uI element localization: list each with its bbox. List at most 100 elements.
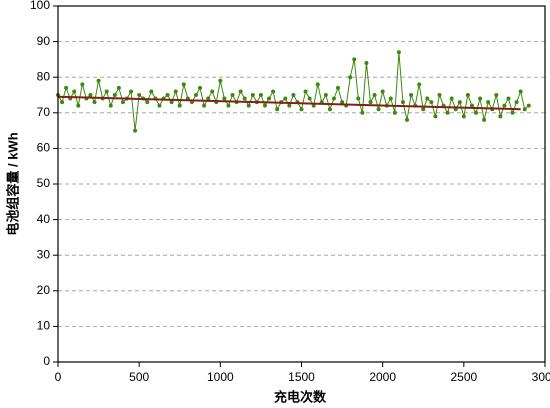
marker: [437, 93, 442, 97]
y-axis-label: 电池组容量 / kWh: [5, 132, 20, 235]
marker: [396, 50, 401, 55]
marker: [469, 103, 474, 108]
marker: [299, 107, 304, 112]
marker: [449, 96, 454, 101]
marker: [291, 93, 296, 97]
marker: [510, 110, 515, 115]
marker: [352, 57, 357, 62]
marker: [502, 103, 507, 108]
marker: [262, 103, 267, 108]
marker: [173, 89, 178, 94]
marker: [60, 100, 65, 105]
marker: [88, 93, 93, 97]
marker: [331, 96, 336, 101]
marker: [368, 100, 373, 105]
marker: [181, 82, 186, 87]
x-tick-label: 1000: [207, 370, 234, 384]
marker: [388, 96, 393, 101]
marker: [242, 96, 247, 101]
marker: [206, 96, 211, 101]
marker: [433, 114, 438, 119]
marker: [405, 117, 410, 122]
marker: [96, 78, 101, 83]
marker: [327, 107, 332, 112]
y-tick-label: 40: [37, 212, 51, 226]
x-tick-label: 2500: [450, 370, 477, 384]
marker: [165, 93, 170, 97]
marker: [230, 93, 235, 97]
marker: [425, 96, 430, 101]
marker: [514, 100, 519, 105]
marker: [120, 100, 125, 105]
y-tick-label: 30: [37, 247, 51, 261]
marker: [283, 96, 288, 101]
plot-frame: [57, 5, 546, 363]
y-tick-label: 90: [37, 34, 51, 48]
marker: [372, 93, 377, 97]
marker: [336, 85, 341, 90]
marker: [356, 96, 361, 101]
marker: [478, 96, 483, 101]
marker: [307, 96, 312, 101]
marker: [157, 103, 162, 108]
marker: [218, 78, 223, 83]
marker: [506, 96, 511, 101]
marker: [275, 107, 280, 112]
marker: [482, 117, 487, 122]
marker: [116, 85, 121, 90]
marker: [461, 114, 466, 119]
y-tick-label: 10: [37, 319, 51, 333]
marker: [465, 93, 470, 97]
x-tick-label: 0: [55, 370, 62, 384]
marker: [258, 93, 263, 97]
marker: [429, 100, 434, 105]
marker: [518, 89, 523, 94]
marker: [340, 100, 345, 105]
marker: [526, 103, 531, 108]
marker: [417, 82, 422, 87]
marker: [303, 89, 308, 94]
marker: [226, 103, 231, 108]
y-tick-label: 80: [37, 69, 51, 83]
marker: [267, 96, 272, 101]
x-tick-label: 3000: [532, 370, 550, 384]
series-line: [57, 95, 521, 111]
marker: [129, 89, 134, 94]
marker: [400, 100, 405, 105]
marker: [72, 89, 77, 94]
marker: [486, 100, 491, 105]
marker: [376, 107, 381, 112]
marker: [348, 75, 353, 80]
marker: [457, 100, 462, 105]
marker: [92, 100, 97, 105]
marker: [246, 103, 251, 108]
marker: [392, 110, 397, 115]
marker: [222, 96, 227, 101]
marker: [145, 100, 150, 105]
marker: [445, 110, 450, 115]
marker: [193, 93, 198, 97]
x-tick-label: 2000: [369, 370, 396, 384]
marker: [104, 89, 109, 94]
marker: [287, 103, 292, 108]
marker: [198, 85, 203, 90]
marker: [64, 85, 69, 90]
marker: [108, 103, 113, 108]
marker: [271, 89, 276, 94]
marker: [315, 82, 320, 87]
y-tick-label: 20: [37, 283, 51, 297]
marker: [494, 93, 499, 97]
x-tick-label: 500: [129, 370, 149, 384]
x-tick-label: 1500: [288, 370, 315, 384]
x-axis-label: 充电次数: [274, 389, 327, 404]
y-tick-label: 70: [37, 105, 51, 119]
marker: [323, 93, 328, 97]
marker: [210, 89, 215, 94]
marker: [137, 93, 142, 97]
marker: [76, 103, 81, 108]
y-tick-label: 100: [30, 0, 50, 12]
marker: [112, 93, 117, 97]
marker: [169, 100, 174, 105]
marker: [360, 110, 365, 115]
